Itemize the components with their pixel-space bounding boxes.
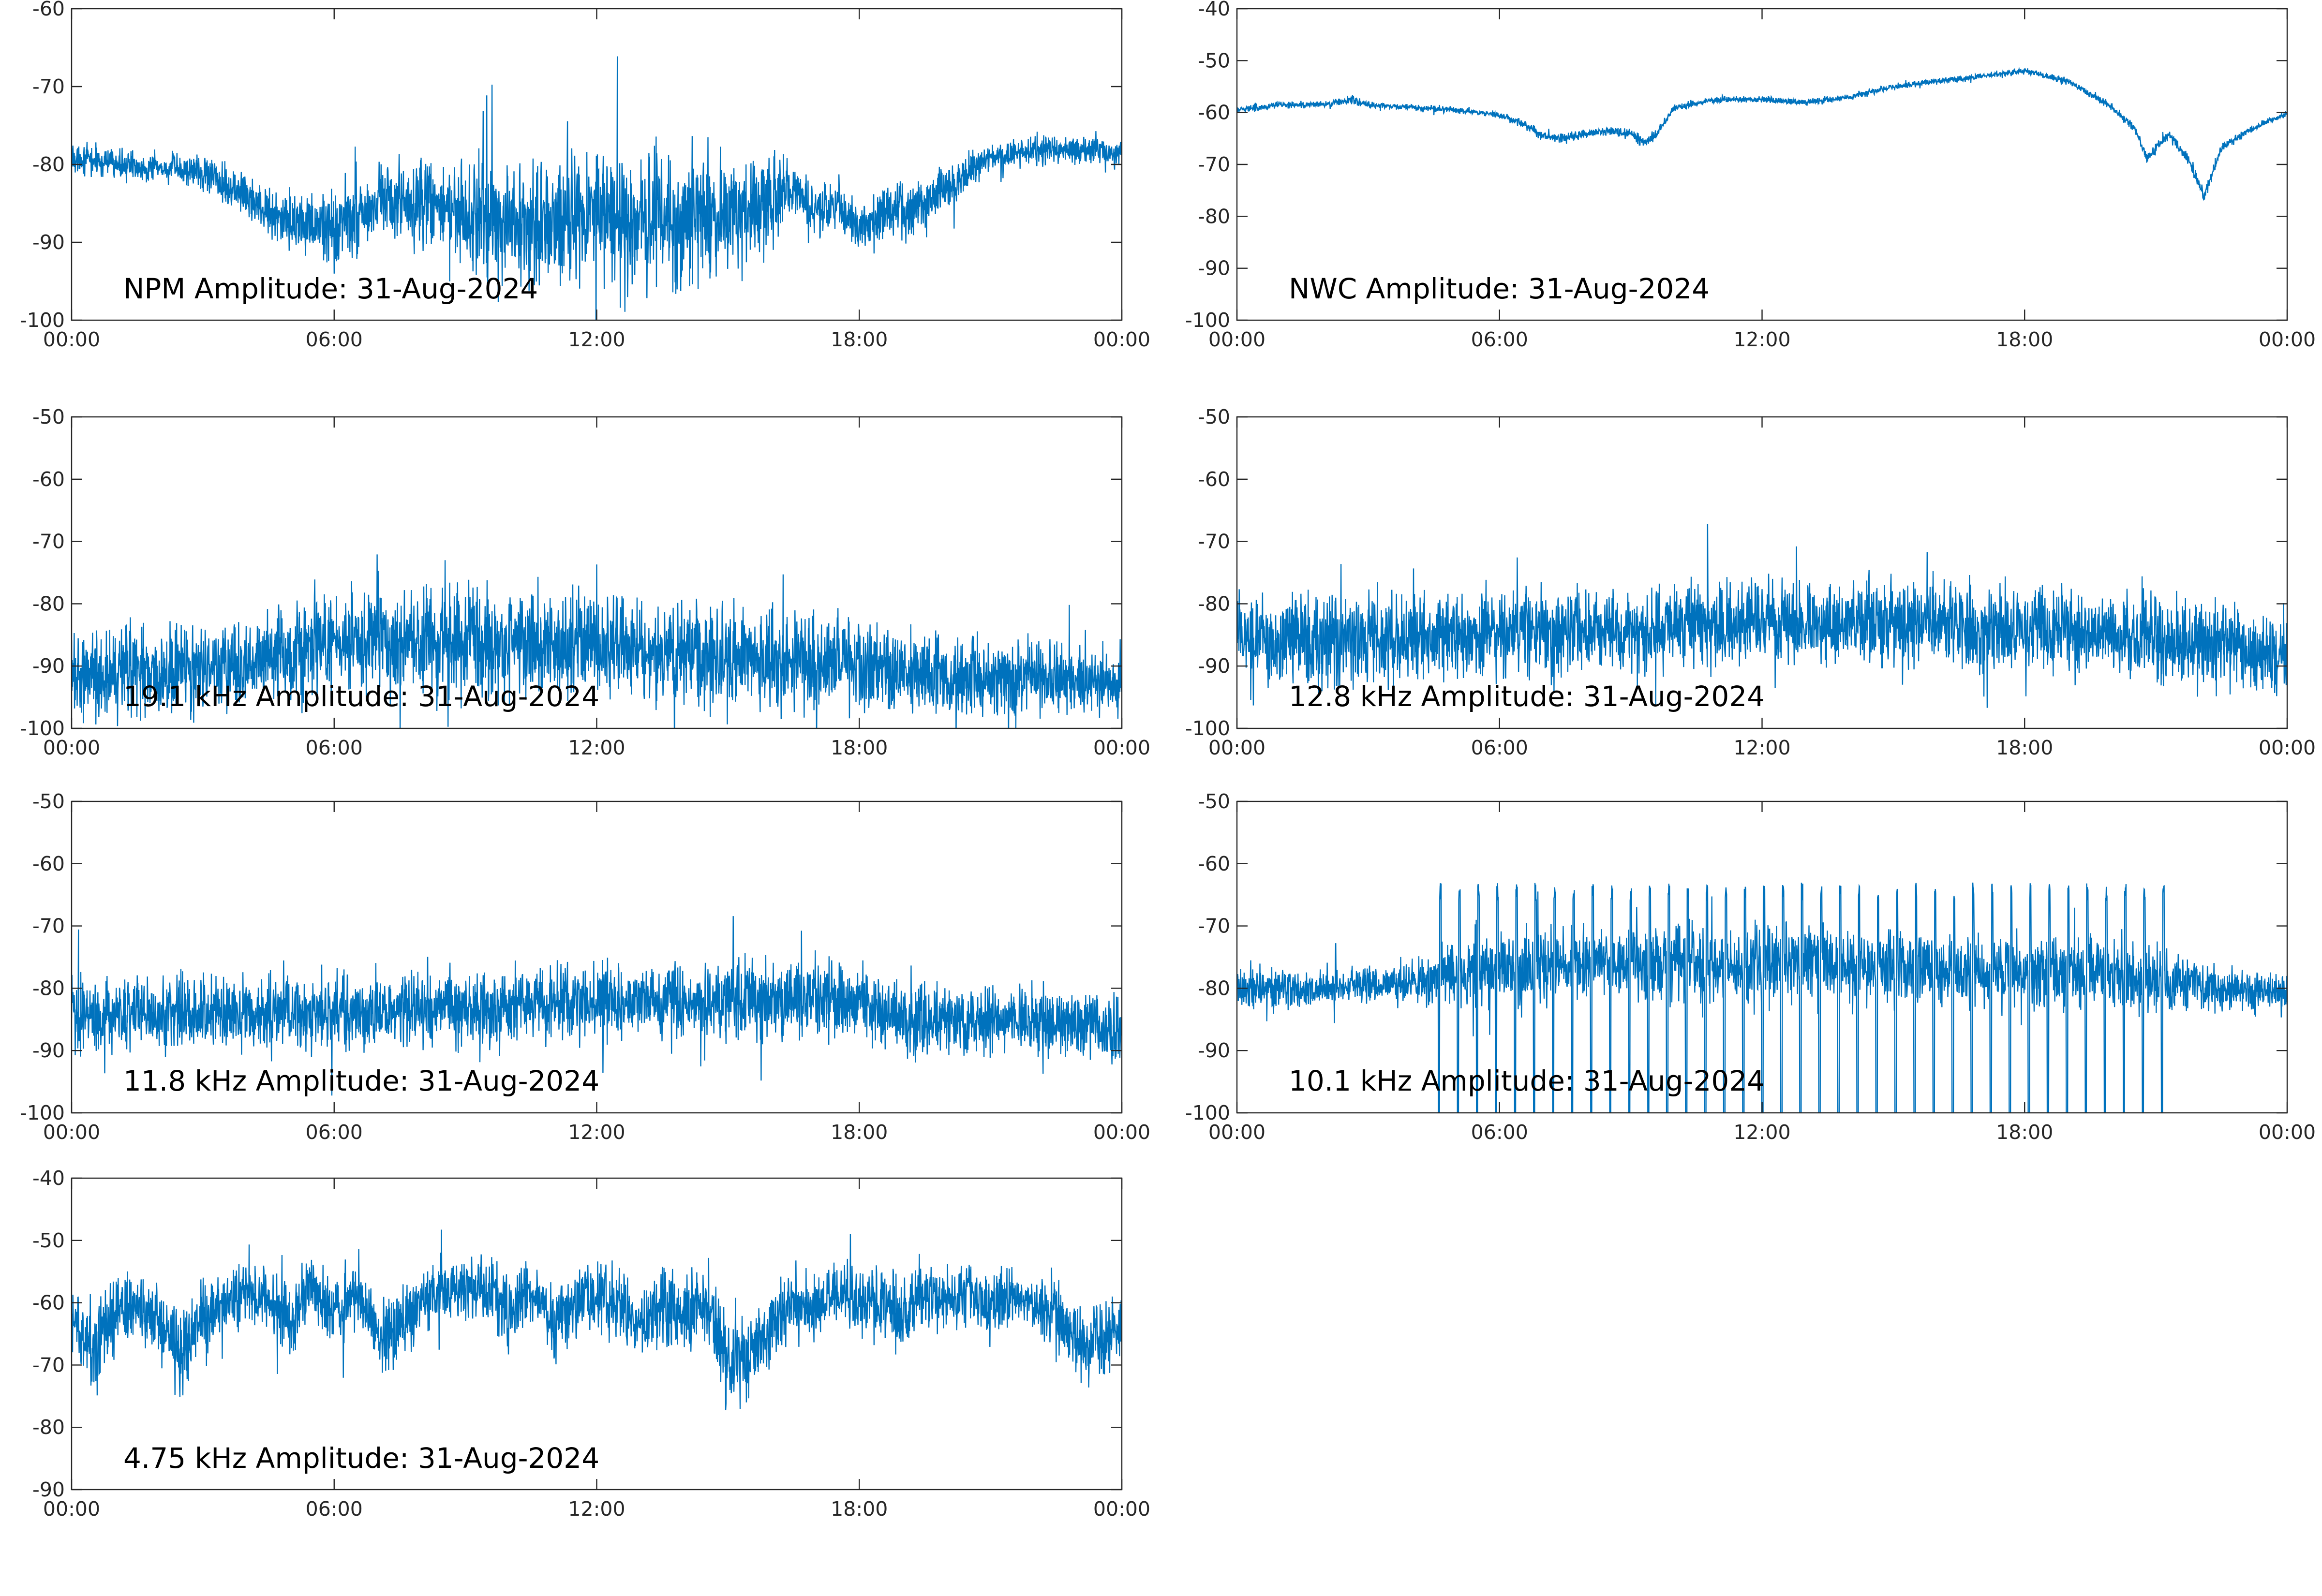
x-tick-label: 18:00 [1996,328,2053,351]
x-tick-label: 00:00 [1093,328,1150,351]
amplitude-trace-line [72,916,1122,1096]
x-tick-label: 00:00 [43,1121,100,1144]
x-tick-label: 12:00 [568,328,625,351]
y-tick-label: -60 [1198,852,1230,875]
x-tick-label: 06:00 [306,1497,363,1521]
y-tick-label: -50 [32,405,65,429]
y-tick-label: -60 [32,852,65,875]
x-tick-label: 06:00 [306,1121,363,1144]
x-tick-label: 00:00 [2259,328,2316,351]
amplitude-trace-line [1237,524,2287,708]
x-tick-label: 12:00 [568,1121,625,1144]
y-tick-label: -100 [20,1101,65,1124]
panel-label: 11.8 kHz Amplitude: 31-Aug-2024 [123,1064,599,1097]
y-tick-label: -100 [1185,1101,1230,1124]
x-tick-label: 00:00 [43,736,100,759]
panel-label: 12.8 kHz Amplitude: 31-Aug-2024 [1289,680,1765,713]
y-tick-label: -90 [1198,654,1230,678]
y-tick-label: -90 [32,654,65,678]
y-tick-label: -90 [32,1039,65,1062]
y-tick-label: -80 [1198,976,1230,1000]
y-tick-label: -40 [1198,0,1230,20]
x-tick-label: 06:00 [1471,1121,1528,1144]
y-tick-label: -50 [1198,405,1230,429]
x-tick-label: 00:00 [1208,1121,1265,1144]
y-tick-label: -70 [1198,915,1230,938]
y-tick-label: -80 [32,1416,65,1439]
x-tick-label: 12:00 [568,736,625,759]
y-tick-label: -70 [1198,530,1230,553]
y-tick-label: -90 [1198,257,1230,280]
x-tick-label: 06:00 [1471,736,1528,759]
panel-label: 10.1 kHz Amplitude: 31-Aug-2024 [1289,1064,1765,1097]
y-tick-label: -100 [20,309,65,332]
x-tick-label: 18:00 [831,1497,888,1521]
y-tick-label: -60 [1198,101,1230,124]
y-tick-label: -100 [1185,309,1230,332]
y-tick-label: -90 [32,1478,65,1501]
x-tick-label: 12:00 [1733,328,1790,351]
y-tick-label: -70 [32,75,65,98]
y-tick-label: -80 [1198,205,1230,228]
y-tick-label: -70 [32,1353,65,1376]
amplitude-trace-line [72,1229,1122,1410]
panel-label: 19.1 kHz Amplitude: 31-Aug-2024 [123,680,599,713]
x-tick-label: 00:00 [1093,1497,1150,1521]
y-tick-label: -60 [32,1291,65,1315]
panel-label: 4.75 kHz Amplitude: 31-Aug-2024 [123,1442,599,1475]
y-tick-label: -90 [32,231,65,254]
y-tick-label: -60 [1198,468,1230,491]
y-tick-label: -50 [32,790,65,813]
amplitude-trace-line [1237,67,2287,201]
x-tick-label: 00:00 [2259,1121,2316,1144]
amplitude-trace-line [72,554,1122,728]
x-tick-label: 00:00 [2259,736,2316,759]
x-tick-label: 18:00 [831,1121,888,1144]
y-tick-label: -70 [1198,153,1230,176]
y-tick-label: -100 [20,717,65,740]
y-tick-label: -70 [32,530,65,553]
x-tick-label: 00:00 [43,328,100,351]
x-tick-label: 06:00 [306,328,363,351]
x-tick-label: 12:00 [568,1497,625,1521]
y-tick-label: -80 [32,976,65,1000]
amplitude-trace-line [72,56,1122,320]
panel-label: NPM Amplitude: 31-Aug-2024 [123,272,538,305]
x-tick-label: 00:00 [1093,1121,1150,1144]
x-tick-label: 00:00 [1208,328,1265,351]
x-tick-label: 06:00 [1471,328,1528,351]
x-tick-label: 06:00 [306,736,363,759]
x-tick-label: 12:00 [1733,1121,1790,1144]
x-tick-label: 00:00 [1208,736,1265,759]
y-tick-label: -60 [32,0,65,20]
y-tick-label: -40 [32,1167,65,1190]
y-tick-label: -80 [1198,592,1230,615]
y-tick-label: -50 [1198,790,1230,813]
y-tick-label: -100 [1185,717,1230,740]
y-tick-label: -80 [32,153,65,176]
y-tick-label: -50 [32,1229,65,1252]
x-tick-label: 12:00 [1733,736,1790,759]
y-tick-label: -50 [1198,49,1230,72]
x-tick-label: 00:00 [43,1497,100,1521]
y-tick-label: -90 [1198,1039,1230,1062]
panel-label: NWC Amplitude: 31-Aug-2024 [1289,272,1710,305]
y-tick-label: -60 [32,468,65,491]
x-tick-label: 18:00 [831,328,888,351]
y-tick-label: -70 [32,915,65,938]
amplitude-trace-line [1237,882,2287,1113]
x-tick-label: 18:00 [1996,736,2053,759]
y-tick-label: -80 [32,592,65,615]
x-tick-label: 00:00 [1093,736,1150,759]
x-tick-label: 18:00 [831,736,888,759]
x-tick-label: 18:00 [1996,1121,2053,1144]
